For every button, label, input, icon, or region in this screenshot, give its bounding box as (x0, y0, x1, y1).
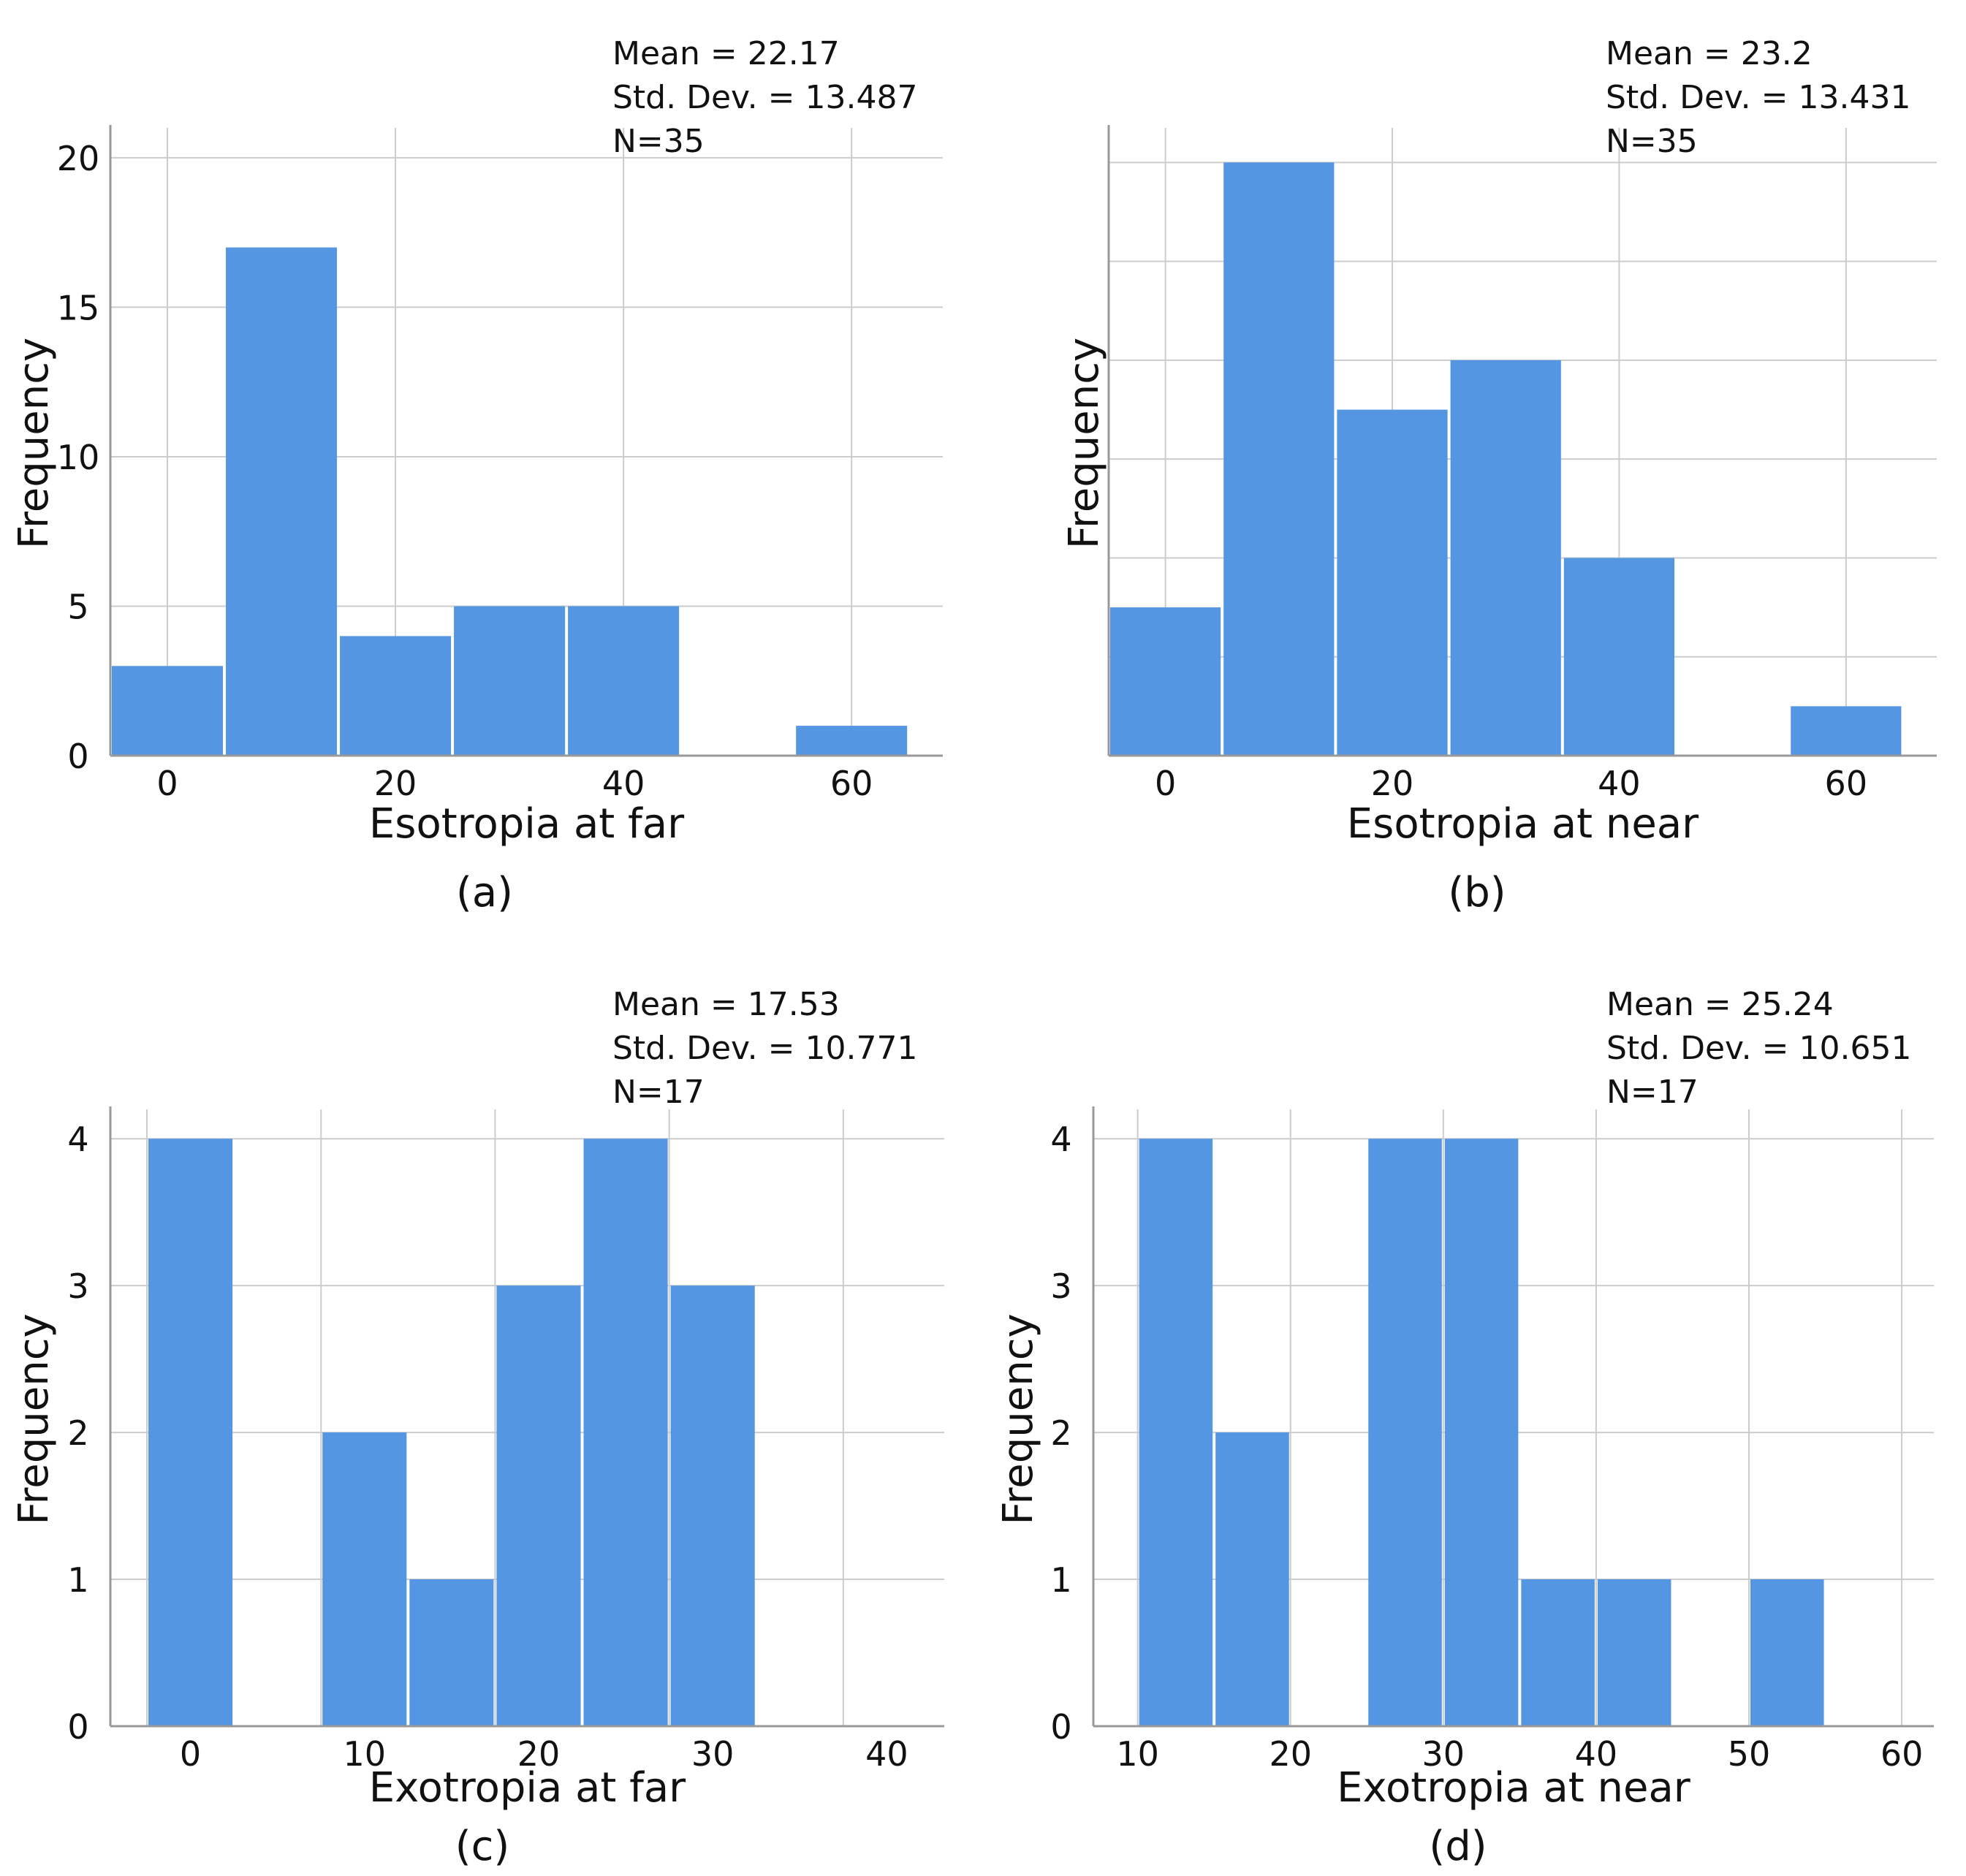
histogram-bar (1223, 162, 1335, 756)
stats-std-dev: Std. Dev. = 13.431 (1606, 79, 1910, 116)
x-tick-label: 60 (1825, 764, 1868, 803)
stats-mean: Mean = 17.53 (612, 986, 840, 1023)
x-axis-title: Exotropia at far (369, 1764, 686, 1812)
y-tick-label: 15 (57, 288, 100, 327)
x-tick-label: 40 (602, 764, 645, 803)
x-tick-label: 20 (517, 1734, 561, 1774)
y-tick-label: 3 (1050, 1267, 1071, 1306)
y-tick-label: 0 (1050, 1707, 1071, 1747)
x-tick-label: 60 (1880, 1734, 1924, 1774)
x-tick-label: 30 (1422, 1734, 1465, 1774)
histogram-bar (1337, 409, 1448, 756)
histogram-panel-b: 0 20 40 60 Esotropia at near Frequency Mean = … (983, 0, 1966, 938)
histogram-bar (340, 636, 452, 756)
y-tick-label: 1 (1050, 1560, 1071, 1600)
y-tick-label: 20 (57, 139, 100, 178)
stats-mean: Mean = 23.2 (1606, 35, 1813, 72)
histogram-bar (148, 1139, 233, 1726)
histogram-bar (1444, 1139, 1519, 1726)
histogram-bar (322, 1432, 407, 1726)
x-tick-label: 50 (1728, 1734, 1771, 1774)
y-tick-label: 4 (67, 1120, 88, 1159)
y-tick-label: 4 (1050, 1120, 1071, 1159)
stats-mean: Mean = 22.17 (612, 35, 840, 72)
histogram-panel-a: 0 20 40 60 0 5 10 15 20 Esotropia at far Frequency… (0, 0, 983, 938)
histogram-bar (1597, 1579, 1671, 1726)
histogram-bar (112, 666, 224, 756)
x-axis-title: Esotropia at far (369, 800, 685, 848)
stats-n: N=35 (1606, 123, 1698, 160)
stats-std-dev: Std. Dev. = 10.771 (612, 1030, 917, 1067)
stats-std-dev: Std. Dev. = 10.651 (1606, 1030, 1911, 1067)
histogram-bar (1450, 360, 1561, 756)
histogram-bar (1791, 706, 1902, 756)
x-tick-label: 0 (180, 1734, 201, 1774)
histogram-d-svg: 10 20 30 40 50 60 0 1 2 3 4 Exotropia at near Freque… (995, 986, 1934, 1870)
stats-mean: Mean = 25.24 (1606, 986, 1834, 1023)
histogram-bar (583, 1139, 668, 1726)
x-tick-label: 0 (156, 764, 178, 803)
histogram-bar (1521, 1579, 1595, 1726)
panel-caption: (b) (1448, 869, 1506, 916)
histogram-bar (1110, 607, 1221, 756)
stats-n: N=17 (612, 1074, 705, 1111)
histogram-bar (796, 726, 908, 756)
x-tick-label: 20 (1269, 1734, 1312, 1774)
panel-caption: (d) (1429, 1823, 1487, 1870)
histogram-bar (1368, 1139, 1442, 1726)
stats-n: N=35 (612, 123, 705, 160)
histogram-panel-c: 0 10 20 30 40 0 1 2 3 4 Exotropia at far Frequency M… (0, 938, 983, 1876)
stats-std-dev: Std. Dev. = 13.487 (612, 79, 917, 116)
x-tick-label: 40 (865, 1734, 908, 1774)
histogram-bar (454, 606, 566, 756)
y-tick-label: 1 (67, 1560, 88, 1600)
histogram-bar (1215, 1432, 1289, 1726)
y-tick-label: 2 (67, 1413, 88, 1453)
histogram-bar (670, 1286, 755, 1726)
x-tick-label: 10 (344, 1734, 387, 1774)
histogram-panel-d: 10 20 30 40 50 60 0 1 2 3 4 Exotropia at near Freque… (983, 938, 1966, 1876)
histogram-bar (409, 1579, 494, 1726)
x-tick-label: 20 (374, 764, 417, 803)
y-axis-title: Frequency (10, 1313, 58, 1524)
histogram-bar (496, 1286, 581, 1726)
panel-caption: (a) (456, 869, 513, 916)
histogram-bar (1139, 1139, 1213, 1726)
y-tick-label: 10 (57, 438, 100, 477)
y-tick-label: 0 (67, 737, 88, 776)
histogram-bar (226, 247, 338, 756)
y-axis-title: Frequency (10, 338, 58, 549)
x-tick-label: 60 (830, 764, 873, 803)
histogram-bar (1750, 1579, 1824, 1726)
histogram-c-svg: 0 10 20 30 40 0 1 2 3 4 Exotropia at far Frequency M… (10, 986, 944, 1870)
y-tick-label: 2 (1050, 1413, 1071, 1453)
y-tick-label: 3 (67, 1267, 88, 1306)
x-tick-label: 0 (1155, 764, 1176, 803)
histogram-bar (568, 606, 680, 756)
x-tick-label: 40 (1598, 764, 1641, 803)
y-axis-title: Frequency (995, 1313, 1042, 1524)
stats-n: N=17 (1606, 1074, 1699, 1111)
histogram-bar (1563, 558, 1675, 756)
panel-caption: (c) (455, 1823, 509, 1870)
histogram-b-svg: 0 20 40 60 Esotropia at near Frequency Mean = … (1060, 35, 1937, 916)
x-tick-label: 20 (1371, 764, 1414, 803)
y-tick-label: 0 (67, 1707, 88, 1747)
x-axis-title: Exotropia at near (1337, 1764, 1691, 1812)
x-axis-title: Esotropia at near (1347, 800, 1699, 848)
x-tick-label: 10 (1116, 1734, 1159, 1774)
x-tick-label: 40 (1575, 1734, 1618, 1774)
y-tick-label: 5 (67, 587, 88, 626)
x-tick-label: 30 (691, 1734, 735, 1774)
y-axis-title: Frequency (1060, 338, 1108, 549)
